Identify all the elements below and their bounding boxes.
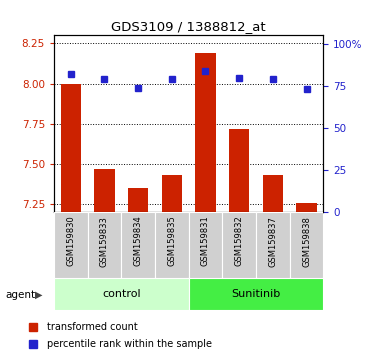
Text: percentile rank within the sample: percentile rank within the sample: [47, 339, 212, 349]
Bar: [128, 188, 148, 212]
Bar: [223, 212, 256, 278]
Bar: [263, 175, 283, 212]
Bar: [61, 84, 81, 212]
Text: transformed count: transformed count: [47, 322, 138, 332]
Bar: [94, 169, 115, 212]
Text: GSM159832: GSM159832: [235, 216, 244, 267]
Text: agent: agent: [6, 290, 36, 299]
Bar: [121, 212, 155, 278]
Text: ▶: ▶: [35, 290, 43, 299]
Bar: [54, 278, 189, 310]
Text: GSM159831: GSM159831: [201, 216, 210, 267]
Text: GSM159830: GSM159830: [66, 216, 75, 267]
Bar: [256, 212, 290, 278]
Text: GSM159833: GSM159833: [100, 216, 109, 267]
Bar: [162, 175, 182, 212]
Text: control: control: [102, 289, 141, 299]
Text: GSM159838: GSM159838: [302, 216, 311, 267]
Bar: [229, 129, 249, 212]
Bar: [88, 212, 121, 278]
Bar: [189, 212, 223, 278]
Bar: [189, 278, 323, 310]
Text: Sunitinib: Sunitinib: [231, 289, 281, 299]
Bar: [54, 212, 88, 278]
Bar: [196, 53, 216, 212]
Text: GSM159837: GSM159837: [268, 216, 277, 267]
Bar: [290, 212, 323, 278]
Text: GSM159834: GSM159834: [134, 216, 142, 267]
Title: GDS3109 / 1388812_at: GDS3109 / 1388812_at: [111, 20, 266, 33]
Text: GSM159835: GSM159835: [167, 216, 176, 267]
Bar: [155, 212, 189, 278]
Bar: [296, 203, 316, 212]
